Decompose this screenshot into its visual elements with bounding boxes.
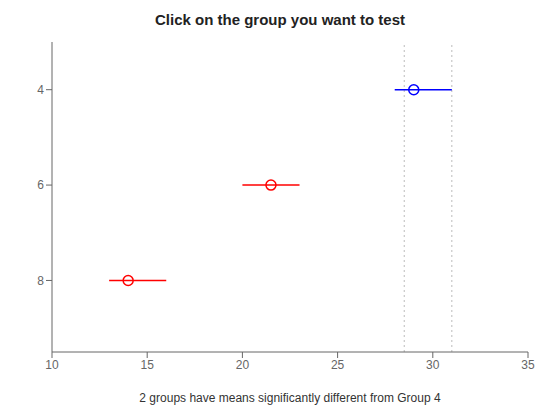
html-text:Click on the group you want to: Click on the group you want to test bbox=[155, 11, 405, 28]
svg-text:10: 10 bbox=[45, 358, 59, 372]
svg-text:20: 20 bbox=[236, 358, 250, 372]
svg-text:25: 25 bbox=[331, 358, 345, 372]
svg-text:15: 15 bbox=[141, 358, 155, 372]
svg-text:8: 8 bbox=[37, 274, 44, 288]
svg-text:35: 35 bbox=[521, 358, 535, 372]
svg-text:4: 4 bbox=[37, 83, 44, 97]
svg-text:30: 30 bbox=[426, 358, 440, 372]
svg-text:6: 6 bbox=[37, 178, 44, 192]
svg-text:2 groups have means significan: 2 groups have means significantly differ… bbox=[139, 391, 441, 405]
